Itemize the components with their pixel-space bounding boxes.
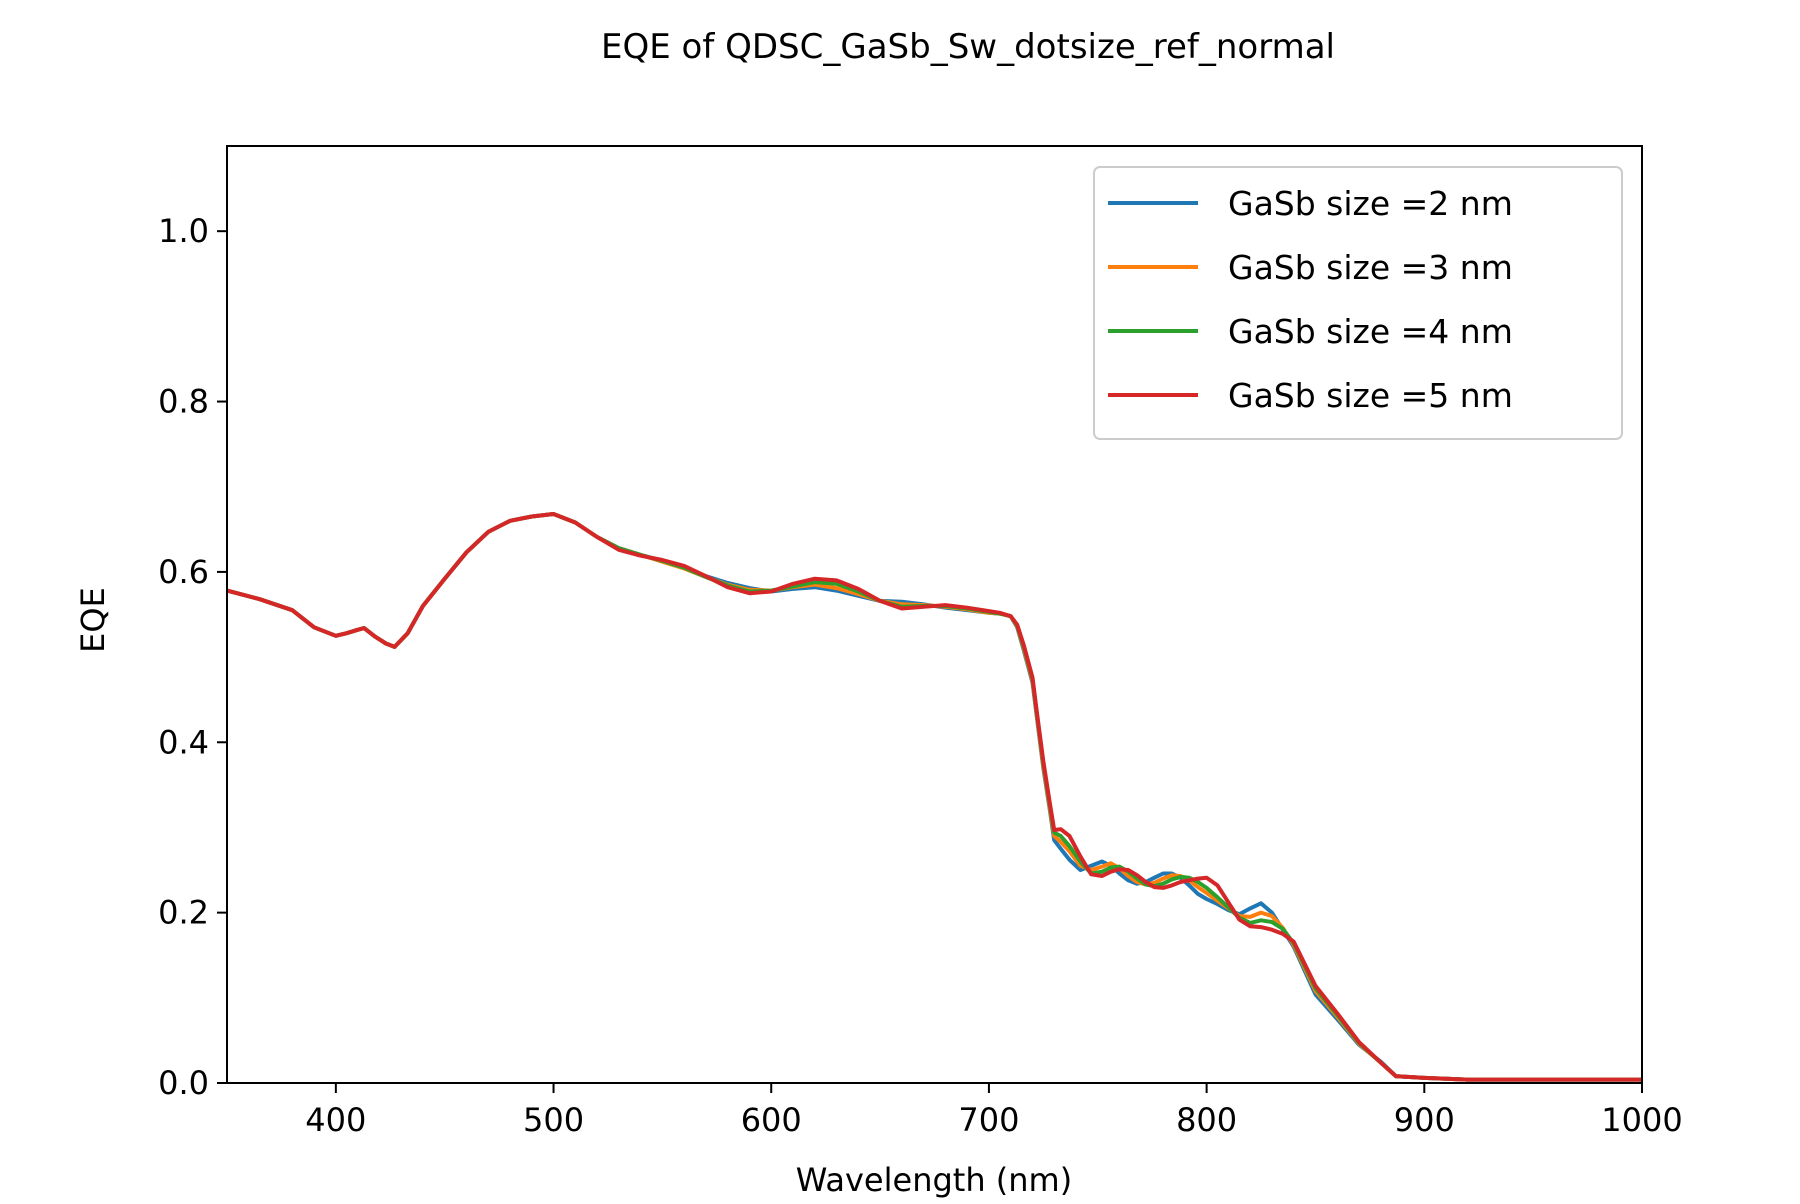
plot-area <box>227 512 1642 1082</box>
series-line-2 <box>227 512 1642 1082</box>
x-axis: 400 500 600 700 800 900 1000 <box>305 1083 1683 1139</box>
y-tick-label: 0.4 <box>158 723 209 761</box>
legend-label: GaSb size =3 nm <box>1228 248 1513 287</box>
legend-label: GaSb size =4 nm <box>1228 312 1513 351</box>
series-line-1 <box>227 512 1642 1082</box>
x-tick-label: 800 <box>1176 1101 1237 1139</box>
legend-box <box>1093 166 1623 440</box>
x-tick-label: 1000 <box>1601 1101 1682 1139</box>
x-tick-label: 400 <box>305 1101 366 1139</box>
series-line-4 <box>227 512 1642 1082</box>
y-tick-label: 0.2 <box>158 894 209 932</box>
x-tick-label: 700 <box>958 1101 1019 1139</box>
x-tick-label: 900 <box>1394 1101 1455 1139</box>
x-tick-label: 600 <box>741 1101 802 1139</box>
axes-frame <box>226 145 1643 1084</box>
y-tick-label: 0.0 <box>158 1064 209 1102</box>
legend-label: GaSb size =2 nm <box>1228 184 1513 223</box>
y-tick-label: 1.0 <box>158 212 209 250</box>
y-axis: 0.0 0.2 0.4 0.6 0.8 1.0 <box>158 212 227 1102</box>
x-tick-label: 500 <box>523 1101 584 1139</box>
legend-label: GaSb size =5 nm <box>1228 376 1513 415</box>
series-line-3 <box>227 512 1642 1082</box>
legend: GaSb size =2 nm GaSb size =3 nm GaSb size … <box>1093 166 1623 440</box>
y-tick-label: 0.8 <box>158 383 209 421</box>
x-axis-label: Wavelength (nm) <box>796 1161 1072 1199</box>
y-tick-label: 0.6 <box>158 553 209 591</box>
y-axis-label: EQE <box>74 587 112 653</box>
chart-title: EQE of QDSC_GaSb_Sw_dotsize_ref_normal <box>601 27 1335 67</box>
